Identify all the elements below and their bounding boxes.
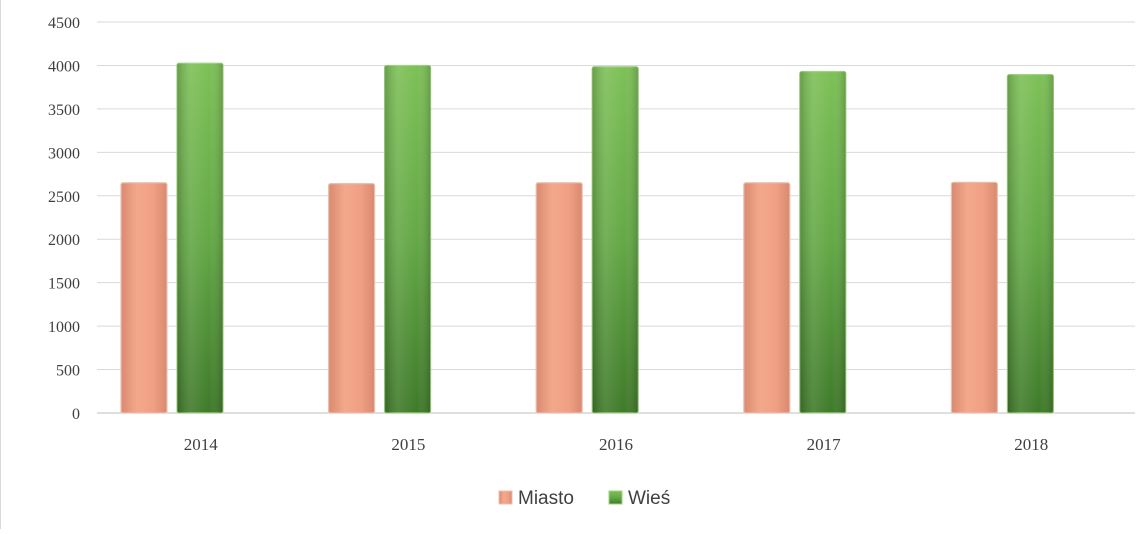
- bars: [120, 62, 1055, 414]
- bar-shading: [384, 65, 431, 413]
- bar-miasto-2015: [328, 183, 376, 414]
- y-tick-label: 1500: [48, 276, 80, 293]
- legend-swatch-miasto: [498, 490, 513, 505]
- x-tick-label: 2014: [184, 435, 219, 454]
- y-tick-label: 3500: [48, 102, 80, 119]
- legend-label-wies: Wieś: [628, 488, 670, 509]
- y-tick-label: 2000: [48, 232, 80, 249]
- x-tick-label: 2017: [807, 435, 842, 454]
- y-axis-tick-labels: 0 500 1000 1500 2000 2500 3000 3500 4000 4500: [48, 15, 80, 423]
- bar-shading: [1007, 74, 1054, 413]
- x-tick-label: 2016: [599, 435, 633, 454]
- legend: Miasto Wieś: [498, 488, 670, 509]
- bar-shading: [177, 63, 223, 414]
- bar-miasto-2018: [950, 181, 999, 414]
- bar-shading: [799, 71, 846, 413]
- y-tick-label: 3000: [48, 145, 80, 162]
- chart-border: [0, 0, 1, 529]
- legend-swatch-wies: [608, 490, 623, 505]
- y-tick-label: 1000: [48, 319, 80, 336]
- legend-label-miasto: Miasto: [518, 488, 574, 509]
- y-tick-label: 2500: [48, 189, 80, 206]
- bar-miasto-2014: [120, 182, 168, 414]
- y-tick-label: 4500: [48, 15, 80, 32]
- bar-miasto-2016: [535, 182, 583, 414]
- bar-miasto-2017: [743, 182, 791, 414]
- x-axis-tick-labels: 2014 2015 2016 2017 2018: [184, 435, 1048, 454]
- bar-shading: [592, 66, 639, 414]
- y-tick-label: 500: [56, 363, 80, 380]
- x-tick-label: 2018: [1014, 435, 1048, 454]
- y-tick-label: 0: [72, 406, 80, 423]
- x-tick-label: 2015: [391, 435, 425, 454]
- y-tick-label: 4000: [48, 58, 80, 75]
